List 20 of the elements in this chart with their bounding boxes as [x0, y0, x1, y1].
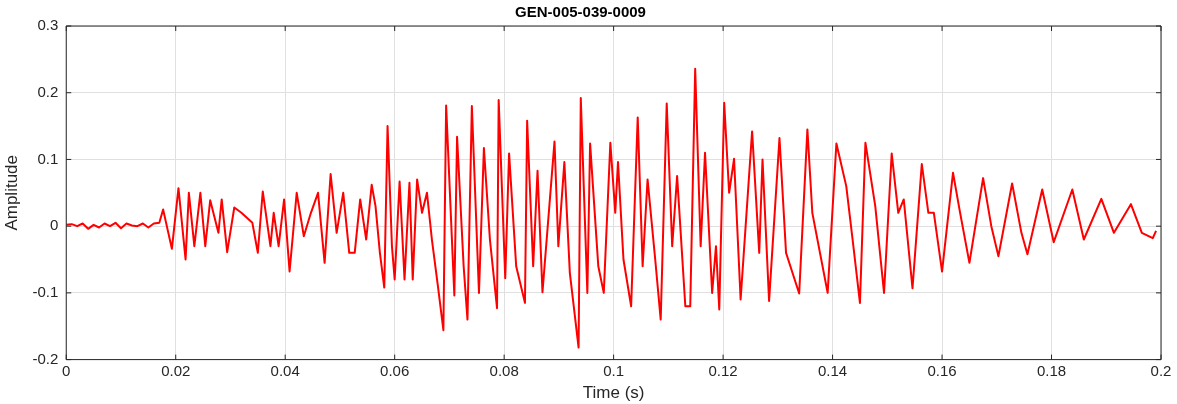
x-tick-label: 0.2: [1150, 361, 1172, 379]
y-tick-label: 0.1: [37, 149, 59, 167]
chart-title: GEN-005-039-0009: [515, 3, 646, 21]
y-tick-label: -0.2: [32, 349, 59, 367]
x-tick-label: 0.02: [161, 361, 191, 379]
y-tick-label: 0.3: [37, 16, 59, 34]
x-tick-label: 0.06: [380, 361, 410, 379]
x-tick-label: 0.1: [603, 361, 625, 379]
y-tick-label: -0.1: [32, 283, 59, 301]
x-tick-label: 0.12: [708, 361, 738, 379]
y-tick-label: 0: [49, 216, 59, 234]
x-tick-label: 0.16: [927, 361, 957, 379]
y-tick-label: 0.2: [37, 82, 59, 100]
x-tick-label: 0: [62, 361, 71, 379]
y-axis-title: Amplitude: [1, 155, 21, 231]
x-axis-title: Time (s): [582, 383, 645, 403]
x-tick-label: 0.14: [817, 361, 848, 379]
x-tick-label: 0.18: [1036, 361, 1067, 379]
x-tick-label: 0.04: [270, 361, 300, 379]
x-tick-label: 0.08: [489, 361, 519, 379]
